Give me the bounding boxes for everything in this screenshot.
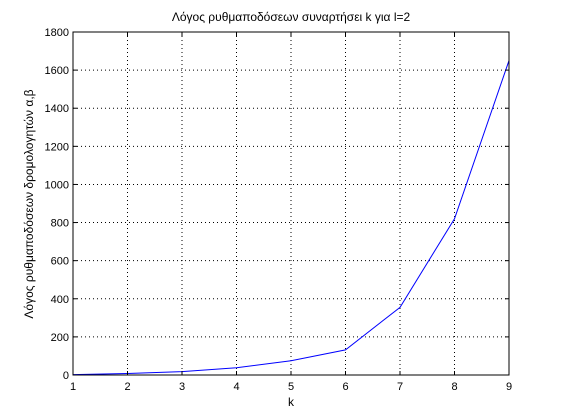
plot-area [73, 32, 509, 375]
y-tick-label: 400 [51, 294, 69, 306]
y-tick-label: 1000 [45, 179, 69, 191]
x-tick-label: 9 [506, 381, 512, 393]
axis-ticks [72, 31, 510, 376]
y-axis-label: Λόγος ρυθμαποδόσεων δρομολογητών α,β [22, 89, 36, 318]
y-tick-label: 1400 [45, 103, 69, 115]
grid-lines [73, 32, 509, 375]
y-tick-label: 1200 [45, 141, 69, 153]
series-line [72, 60, 510, 376]
chart-title: Λόγος ρυθμαποδόσεων συναρτήσει k για l=2 [172, 10, 411, 24]
series-layer [72, 60, 510, 376]
y-tick-labels: 0 200 400 600 800 1000 1200 1400 1600 1800 [45, 27, 69, 382]
x-tick-label: 6 [342, 381, 348, 393]
x-tick-label: 8 [451, 381, 457, 393]
x-tick-label: 1 [70, 381, 76, 393]
y-tick-label: 1800 [45, 27, 69, 39]
y-tick-label: 0 [63, 370, 69, 382]
x-axis-label: k [288, 395, 295, 409]
y-tick-label: 200 [51, 332, 69, 344]
x-tick-label: 5 [288, 381, 294, 393]
x-tick-label: 3 [179, 381, 185, 393]
y-tick-label: 600 [51, 256, 69, 268]
x-tick-labels: 1 2 3 4 5 6 7 8 9 [70, 381, 512, 393]
x-tick-label: 7 [397, 381, 403, 393]
y-tick-label: 1600 [45, 65, 69, 77]
x-tick-label: 2 [124, 381, 130, 393]
x-tick-label: 4 [233, 381, 239, 393]
y-tick-label: 800 [51, 218, 69, 230]
